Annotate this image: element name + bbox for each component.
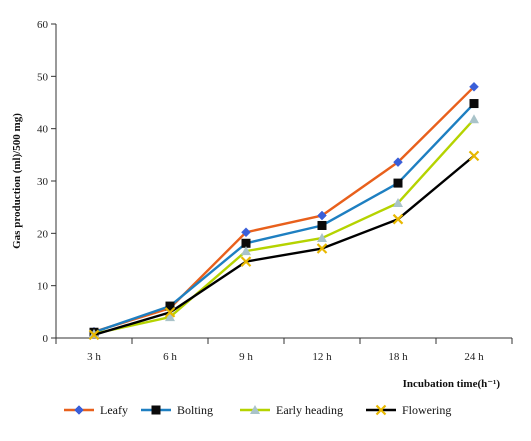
series-line [93, 85, 475, 333]
legend-label: Flowering [402, 403, 451, 417]
data-point-marker [241, 246, 251, 256]
data-point-marker [317, 220, 327, 230]
y-tick-label: 20 [37, 228, 49, 240]
x-tick-label: 18 h [388, 351, 408, 363]
legend-label: Leafy [100, 403, 128, 417]
y-tick-label: 60 [37, 19, 49, 31]
series-layer [88, 81, 480, 341]
x-tick-label: 12 h [312, 351, 332, 363]
legend-marker [375, 404, 387, 416]
data-point-marker [241, 227, 251, 238]
data-point-marker [469, 99, 479, 109]
legend-marker [151, 405, 161, 415]
data-point-marker [317, 233, 327, 243]
y-tick-label: 10 [37, 281, 49, 293]
x-tick-label: 24 h [464, 351, 484, 363]
data-point-marker [469, 114, 479, 124]
legend-label: Early heading [276, 403, 343, 417]
series-flowering [88, 150, 480, 341]
data-point-marker [164, 307, 176, 318]
series-line [93, 102, 475, 334]
data-point-marker [393, 197, 403, 207]
data-point-marker [393, 178, 403, 188]
y-tick-labels: 0 10 20 30 40 50 60 [37, 19, 49, 345]
x-tick-label: 6 h [163, 351, 177, 363]
data-point-marker [165, 301, 175, 311]
data-point-marker [317, 210, 327, 221]
axes [51, 23, 513, 344]
data-point-marker [240, 256, 252, 267]
data-point-marker [468, 150, 480, 162]
y-tick-label: 30 [37, 176, 49, 188]
y-axis-title: Gas production (ml)/500 mg) [11, 113, 23, 249]
data-point-marker [165, 312, 175, 322]
x-axis-title: Incubation time(h⁻¹) [403, 378, 501, 390]
y-tick-label: 50 [37, 71, 49, 83]
legend-item: Bolting [141, 403, 213, 417]
x-tick-label: 3 h [87, 351, 101, 363]
data-point-marker [88, 329, 100, 341]
series-bolting [89, 99, 479, 337]
legend-marker [250, 405, 260, 414]
y-tick-label: 40 [37, 124, 49, 136]
legend-item: Leafy [64, 403, 128, 417]
data-point-marker [392, 213, 404, 225]
legend-label: Bolting [177, 403, 213, 417]
legend: Leafy Bolting Early heading Flowering [64, 403, 451, 417]
legend-marker [74, 405, 84, 415]
series-leafy [89, 81, 479, 337]
legend-item: Flowering [366, 403, 451, 417]
y-tick-label: 0 [43, 333, 49, 345]
x-tick-labels: 3 h 6 h 9 h 12 h 18 h 24 h [87, 351, 484, 363]
series-line [93, 118, 475, 335]
data-point-marker [241, 238, 251, 248]
x-tick-label: 9 h [239, 351, 253, 363]
data-point-marker [469, 81, 479, 92]
data-point-marker [316, 243, 328, 254]
data-point-marker [393, 157, 403, 168]
legend-item: Early heading [240, 403, 343, 417]
series-line [93, 154, 475, 337]
series-early-heading [89, 114, 479, 338]
